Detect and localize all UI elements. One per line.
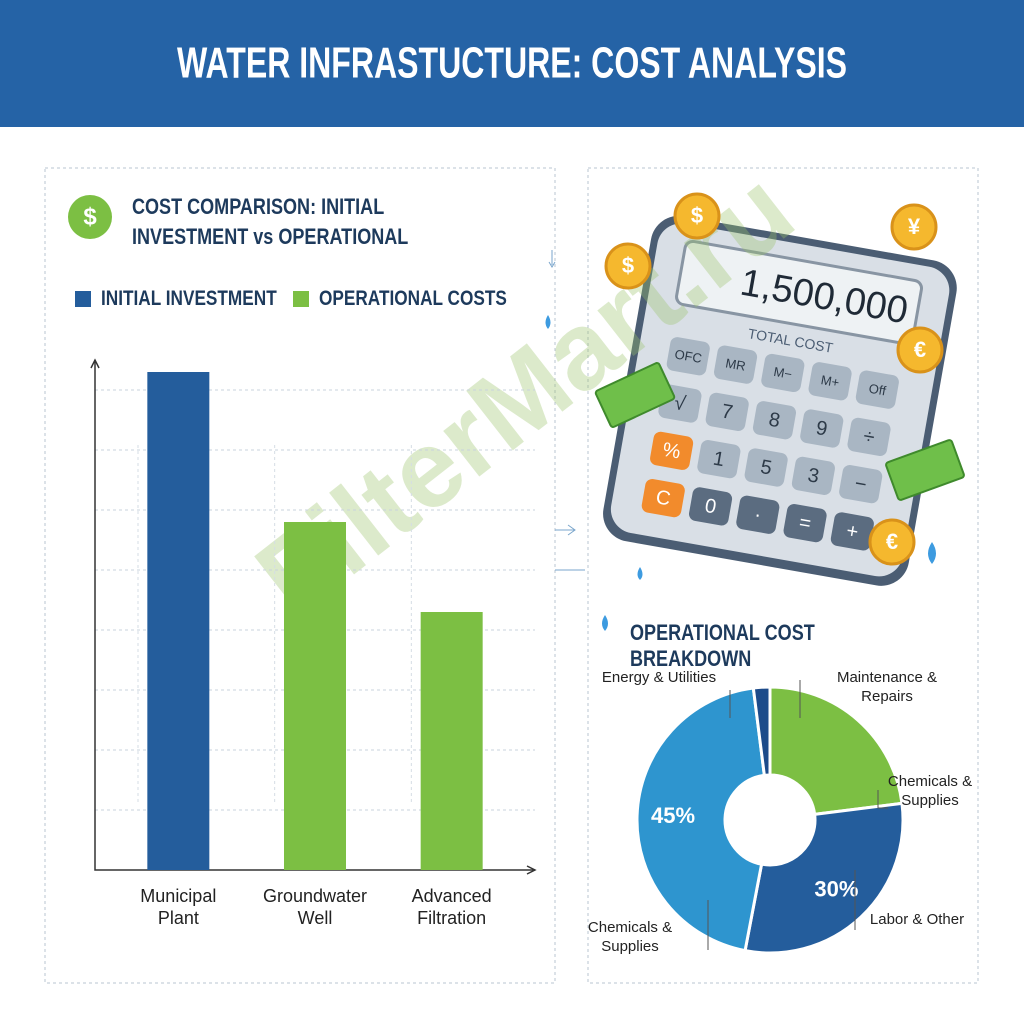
calculator-key (808, 362, 852, 401)
key-label: = (797, 512, 812, 536)
calculator-key (847, 417, 891, 456)
header-bar (0, 0, 1024, 127)
calculator-key (641, 478, 685, 518)
coin-symbol: ¥ (908, 214, 921, 239)
key-label: 5 (759, 456, 774, 480)
key-label: + (845, 520, 860, 544)
page-title: WATER INFRASTUCTURE: COST ANALYSIS (177, 39, 847, 88)
calculator-key (689, 487, 733, 526)
x-tick-label: Groundwater Well (262, 886, 368, 928)
calculator-key (736, 495, 780, 534)
calculator-key (783, 503, 827, 543)
x-tick-label: Municipal Plant (140, 886, 217, 928)
cash-note (885, 439, 965, 501)
key-label: 0 (703, 495, 718, 519)
calculator-key (752, 401, 797, 440)
donut-slice (743, 801, 905, 955)
icon-symbol: $ (83, 203, 97, 230)
key-label: M+ (820, 372, 841, 390)
coin-symbol: € (914, 337, 926, 362)
key-label: √ (673, 392, 688, 416)
leader-line (707, 790, 888, 950)
key-label: − (853, 473, 868, 497)
calculator-key (761, 353, 805, 393)
donut-slice (751, 685, 772, 778)
key-label: ÷ (862, 425, 877, 449)
key-label: Off (868, 381, 888, 399)
calculator-key (650, 431, 694, 470)
key-label: C (654, 486, 672, 510)
key-label: MR (724, 355, 747, 373)
key-label: % (661, 439, 683, 464)
axes (94, 360, 535, 871)
annotation: Chemicals & Supplies (887, 773, 973, 809)
left-panel (44, 167, 556, 984)
coin-symbol: $ (691, 203, 703, 228)
bar (420, 612, 483, 870)
donut-slice (768, 685, 904, 817)
coin-symbol: $ (622, 253, 634, 278)
calculator-key (666, 337, 710, 376)
key-label: 8 (767, 409, 782, 433)
slice-label: Labor & Other (869, 911, 965, 928)
right-panel (587, 167, 979, 984)
connector (548, 250, 585, 571)
calculator-display (675, 239, 923, 346)
calculator-key (855, 370, 899, 409)
key-label: · (753, 504, 763, 527)
annotation: Chemicals & Supplies (587, 919, 673, 955)
legend-label: OPERATIONAL COSTS (319, 287, 507, 310)
key-label: 7 (720, 400, 735, 424)
value-label: 30% (814, 877, 858, 902)
axis-arrows (90, 358, 537, 875)
calculator-key (714, 345, 758, 384)
calculator-key (697, 440, 741, 479)
coin (890, 203, 938, 251)
coin (868, 518, 916, 566)
key-label: 1 (711, 448, 726, 472)
legend-swatch (75, 291, 91, 307)
bar-chart-title: COST COMPARISON: INITIAL INVESTMENT vs O… (132, 194, 409, 249)
section-icon (68, 195, 112, 239)
donut-slice (635, 686, 767, 953)
key-label: 9 (814, 417, 829, 441)
calculator: 1,500,000 TOTAL COST OFC MR M− M+ Off√ 7 8 9 ÷% 1… (603, 215, 957, 586)
coin (604, 242, 652, 290)
coin-symbol: € (886, 529, 898, 554)
calculator-key (744, 448, 788, 487)
bar (147, 372, 210, 870)
slice-label: Energy & Utilities (601, 669, 717, 686)
calculator-key (830, 512, 874, 551)
calculator-key (839, 465, 883, 504)
bar (284, 522, 346, 870)
legend-label: INITIAL INVESTMENT (101, 287, 277, 310)
key-label: 3 (806, 464, 821, 488)
calculator-key (800, 409, 844, 448)
cash-note (594, 362, 676, 428)
x-tick-label: Advanced Filtration (411, 886, 492, 928)
calculator-key (791, 456, 835, 495)
coin (896, 326, 944, 374)
legend-swatch (293, 291, 309, 307)
key-label: M− (772, 364, 793, 382)
key-label: OFC (673, 346, 703, 366)
value-label: 45% (651, 803, 695, 828)
calculator-key (705, 392, 749, 431)
donut-chart-title: OPERATIONAL COST BREAKDOWN (630, 620, 815, 671)
slice-label: Maintenance & Repairs (836, 669, 938, 705)
coin (673, 192, 721, 240)
